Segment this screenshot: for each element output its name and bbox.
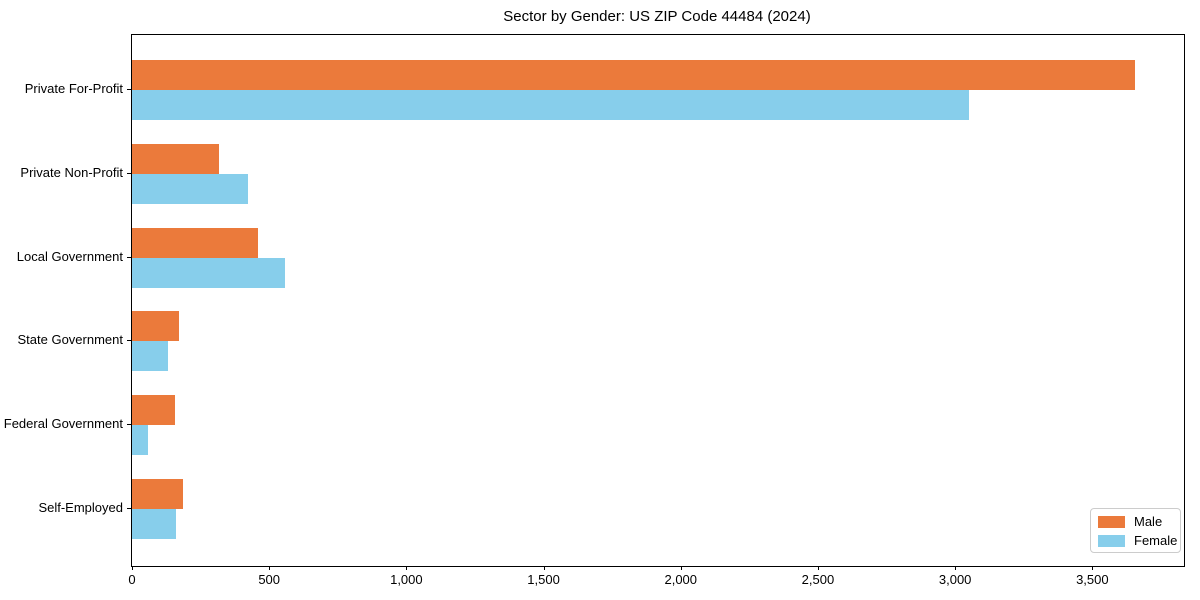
legend-item-male: Male <box>1098 514 1173 529</box>
xtick-mark <box>543 566 545 570</box>
bar-female-state-government <box>132 341 168 372</box>
xtick-label-2500: 2,500 <box>801 572 835 587</box>
bar-female-local-government <box>132 257 286 288</box>
plot-area <box>131 34 1185 567</box>
xtick-mark <box>680 566 682 570</box>
xtick-label-3500: 3,500 <box>1076 572 1109 587</box>
legend: Male Female <box>1090 508 1181 553</box>
bar-female-federal-government <box>132 425 148 456</box>
bar-male-private-non-profit <box>132 143 220 174</box>
xtick-mark <box>817 566 819 570</box>
ytick-label-private-for-profit: Private For-Profit <box>24 81 123 96</box>
xtick-label-500: 500 <box>258 572 281 587</box>
xtick-label-2000: 2,000 <box>664 572 698 587</box>
bar-female-private-for-profit <box>132 90 969 120</box>
bar-male-state-government <box>132 311 179 342</box>
bar-male-self-employed <box>132 479 184 509</box>
xtick-mark <box>955 566 957 570</box>
chart-title: Sector by Gender: US ZIP Code 44484 (202… <box>503 8 811 25</box>
ytick-label-federal-government: Federal Government <box>3 416 123 432</box>
ytick-mark <box>127 89 131 90</box>
xtick-mark <box>132 566 133 570</box>
xtick-mark <box>269 566 271 570</box>
ytick-mark <box>127 172 131 174</box>
legend-item-female: Female <box>1098 533 1177 548</box>
legend-label-male: Male <box>1134 514 1163 529</box>
bar-male-private-for-profit <box>132 60 1135 90</box>
ytick-mark <box>127 340 131 342</box>
ytick-mark <box>127 256 131 258</box>
bar-female-private-non-profit <box>132 173 249 204</box>
legend-swatch-male <box>1098 515 1125 528</box>
ytick-mark <box>127 508 131 509</box>
xtick-label-0: 0 <box>128 572 136 587</box>
ytick-label-self-employed: Self-Employed <box>38 500 123 515</box>
ytick-label-local-government: Local Government <box>16 248 123 264</box>
xtick-label-3000: 3,000 <box>938 572 972 587</box>
bar-male-local-government <box>132 227 258 258</box>
ytick-label-state-government: State Government <box>17 332 124 348</box>
ytick-label-private-non-profit: Private Non-Profit <box>20 164 123 180</box>
legend-swatch-female <box>1098 534 1125 547</box>
bar-male-federal-government <box>132 395 176 426</box>
xtick-mark <box>1092 566 1094 570</box>
xtick-mark <box>406 566 408 570</box>
bar-female-self-employed <box>132 509 176 539</box>
legend-label-female: Female <box>1134 533 1178 548</box>
ytick-mark <box>127 424 131 426</box>
xtick-label-1000: 1,000 <box>390 572 423 587</box>
xtick-label-1500: 1,500 <box>527 572 560 587</box>
